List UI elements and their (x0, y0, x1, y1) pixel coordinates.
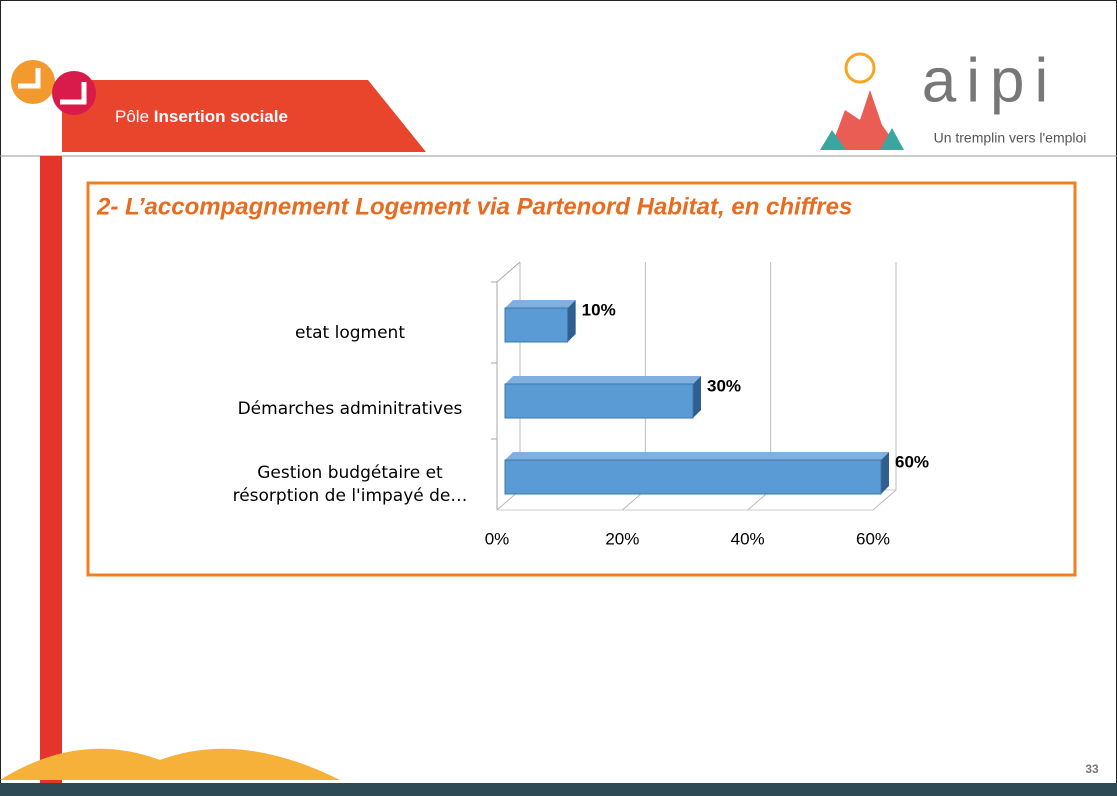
x-tick-label: 40% (731, 529, 765, 548)
icon-circle (11, 60, 55, 104)
chart-title: 2- L’accompagnement Logement via Parteno… (96, 193, 852, 220)
y-tick-label: Gestion budgétaire et résorption de l'im… (215, 462, 485, 508)
bar (505, 452, 889, 494)
pole-label: Pôle Insertion sociale (115, 107, 288, 126)
slide-graphics: Pôle Insertion sociale aipi Un tremplin … (0, 0, 1117, 796)
x-tick-label: 20% (605, 529, 639, 548)
slide: Pôle Insertion sociale aipi Un tremplin … (0, 0, 1117, 796)
bar (505, 300, 576, 342)
y-tick-label: Démarches adminitratives (215, 398, 485, 421)
footer-bar (0, 783, 1117, 796)
value-label: 60% (895, 452, 929, 471)
bar-face (505, 460, 881, 494)
icon-circle (52, 71, 96, 115)
logo-tagline: Un tremplin vers l'emploi (934, 130, 1087, 146)
value-label: 10% (582, 300, 616, 319)
value-label: 30% (707, 376, 741, 395)
logo-sun (846, 54, 874, 82)
y-tick-label: etat logment (215, 322, 485, 345)
pole-name: Insertion sociale (154, 107, 288, 126)
bar-face (505, 308, 568, 342)
bar-face (505, 384, 693, 418)
x-tick-label: 0% (485, 529, 510, 548)
page-number: 33 (1085, 762, 1099, 776)
bar-face (505, 452, 889, 460)
bar-face (505, 300, 576, 308)
bar (505, 376, 701, 418)
side-bar (40, 156, 62, 786)
bar-face (505, 376, 701, 384)
pole-prefix: Pôle (115, 107, 149, 126)
x-tick-label: 60% (856, 529, 890, 548)
logo-name: aipi (922, 46, 1059, 115)
